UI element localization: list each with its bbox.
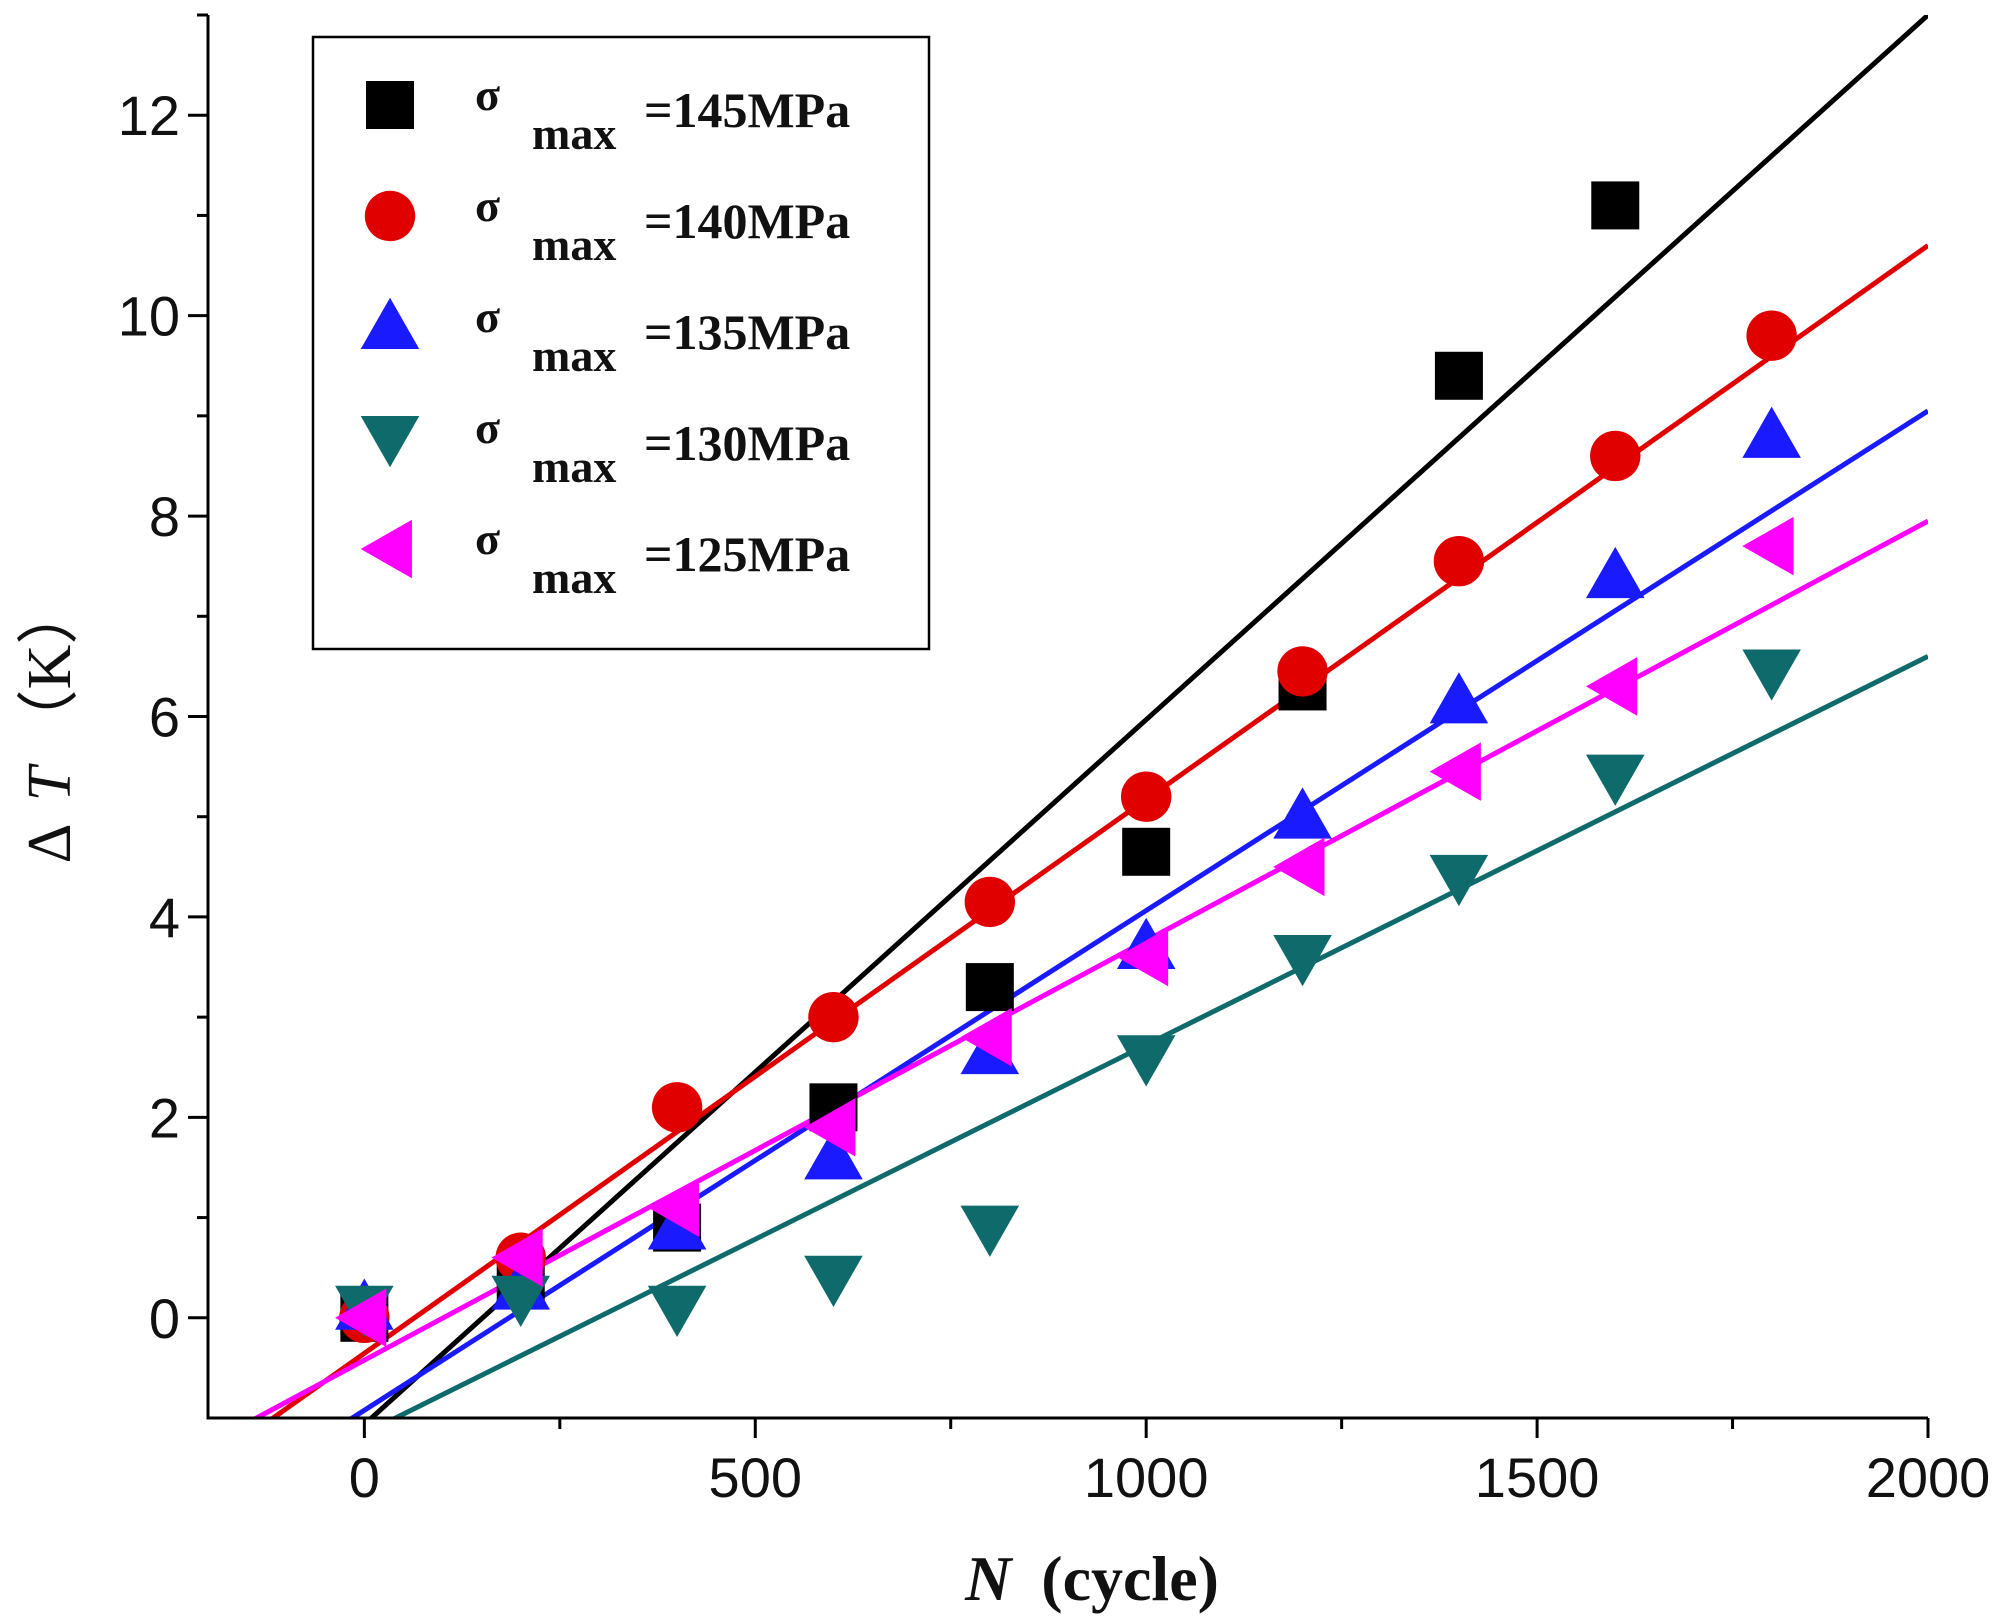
- fit-line-125mpa: [251, 518, 1928, 1418]
- data-point-130mpa-1200: [1273, 935, 1332, 987]
- x-axis-unit: (cycle): [1041, 1543, 1219, 1614]
- fit-line-140mpa: [268, 243, 1928, 1418]
- data-point-140mpa-800: [964, 876, 1016, 928]
- legend-marker-135mpa: [360, 297, 420, 349]
- legend-value: =140MPa: [644, 193, 850, 249]
- legend-marker-130mpa: [360, 416, 420, 468]
- data-point-125mpa-600: [804, 1098, 856, 1157]
- data-point-125mpa-200: [491, 1228, 543, 1287]
- data-point-125mpa-1200: [1273, 837, 1325, 897]
- x-axis-variable: N: [964, 1543, 1014, 1614]
- x-axis-title: N (cycle): [964, 1543, 1219, 1614]
- x-tick-label-1500: 1500: [1475, 1446, 1600, 1509]
- data-point-130mpa-1000: [1116, 1035, 1176, 1087]
- y-axis-unit: （K）: [16, 583, 84, 752]
- data-point-145mpa-800: [965, 963, 1014, 1012]
- data-point-145mpa-1400: [1434, 351, 1483, 400]
- legend-subscript: max: [532, 330, 616, 381]
- data-point-140mpa-400: [651, 1082, 703, 1133]
- data-point-125mpa-400: [647, 1178, 700, 1237]
- data-point-145mpa-1600: [1591, 181, 1640, 230]
- data-point-140mpa-1200: [1277, 646, 1328, 697]
- legend-marker-145mpa: [366, 81, 414, 129]
- legend-marker-140mpa: [364, 190, 416, 242]
- data-point-130mpa-800: [960, 1205, 1020, 1257]
- tick-labels: 0 500 1000 1500 2000 0 2 4 6 8 10 12: [118, 84, 1991, 1509]
- legend-symbol: σ: [475, 402, 500, 453]
- data-point-135mpa-1200: [1273, 787, 1332, 839]
- data-point-140mpa-1800: [1746, 310, 1797, 361]
- fit-lines: [251, 15, 1928, 1418]
- y-tick-label-6: 6: [149, 686, 180, 749]
- x-tick-label-2000: 2000: [1866, 1446, 1991, 1509]
- data-point-125mpa-800: [960, 1007, 1012, 1067]
- data-point-130mpa-1800: [1742, 649, 1801, 701]
- legend-subscript: max: [532, 441, 616, 492]
- data-point-130mpa-200: [491, 1275, 551, 1328]
- y-tick-label-4: 4: [149, 886, 180, 949]
- legend-value: =135MPa: [644, 304, 850, 360]
- legend-value: =125MPa: [644, 526, 850, 582]
- y-axis-delta: Δ: [16, 825, 84, 863]
- x-tick-label-0: 0: [349, 1446, 380, 1509]
- data-point-140mpa-600: [808, 991, 859, 1043]
- data-point-140mpa-1000: [1120, 771, 1172, 822]
- legend-subscript: max: [532, 219, 616, 270]
- data-point-125mpa-1400: [1429, 742, 1481, 801]
- x-tick-label-1000: 1000: [1084, 1446, 1209, 1509]
- data-point-135mpa-1600: [1585, 546, 1645, 599]
- data-point-135mpa-600: [804, 1128, 863, 1180]
- y-tick-label-8: 8: [149, 485, 180, 548]
- y-tick-label-12: 12: [118, 84, 180, 147]
- data-point-130mpa-400: [647, 1285, 707, 1338]
- data-point-125mpa-1800: [1742, 516, 1794, 576]
- legend-symbol: σ: [475, 513, 500, 564]
- data-point-145mpa-1000: [1122, 827, 1171, 876]
- fit-line-130mpa: [389, 654, 1928, 1418]
- legend-subscript: max: [532, 108, 616, 159]
- data-point-130mpa-1600: [1585, 754, 1645, 806]
- data-point-125mpa-1600: [1585, 657, 1638, 716]
- legend-symbol: σ: [475, 69, 500, 120]
- data-point-140mpa-1400: [1433, 535, 1485, 587]
- data-point-140mpa-1600: [1590, 430, 1641, 482]
- legend-value: =145MPa: [644, 82, 850, 138]
- x-tick-label-500: 500: [709, 1446, 802, 1509]
- data-point-135mpa-1800: [1742, 406, 1801, 458]
- y-axis-variable: T: [16, 762, 84, 801]
- y-tick-label-2: 2: [149, 1086, 180, 1149]
- data-point-135mpa-1400: [1429, 672, 1489, 724]
- data-point-125mpa-0: [335, 1288, 387, 1348]
- legend-symbol: σ: [475, 180, 500, 231]
- legend-subscript: max: [532, 552, 616, 603]
- data-point-125mpa-1000: [1116, 927, 1169, 987]
- legend-symbol: σ: [475, 291, 500, 342]
- y-axis-title: Δ T （K）: [16, 583, 84, 864]
- data-point-130mpa-600: [804, 1255, 863, 1307]
- legend-value: =130MPa: [644, 415, 850, 471]
- y-tick-label-0: 0: [149, 1287, 180, 1350]
- legend-marker-125mpa: [360, 519, 412, 579]
- data-markers: [335, 181, 1801, 1348]
- y-tick-label-10: 10: [118, 285, 180, 348]
- axes: [188, 13, 1930, 1438]
- data-point-130mpa-1400: [1429, 854, 1489, 907]
